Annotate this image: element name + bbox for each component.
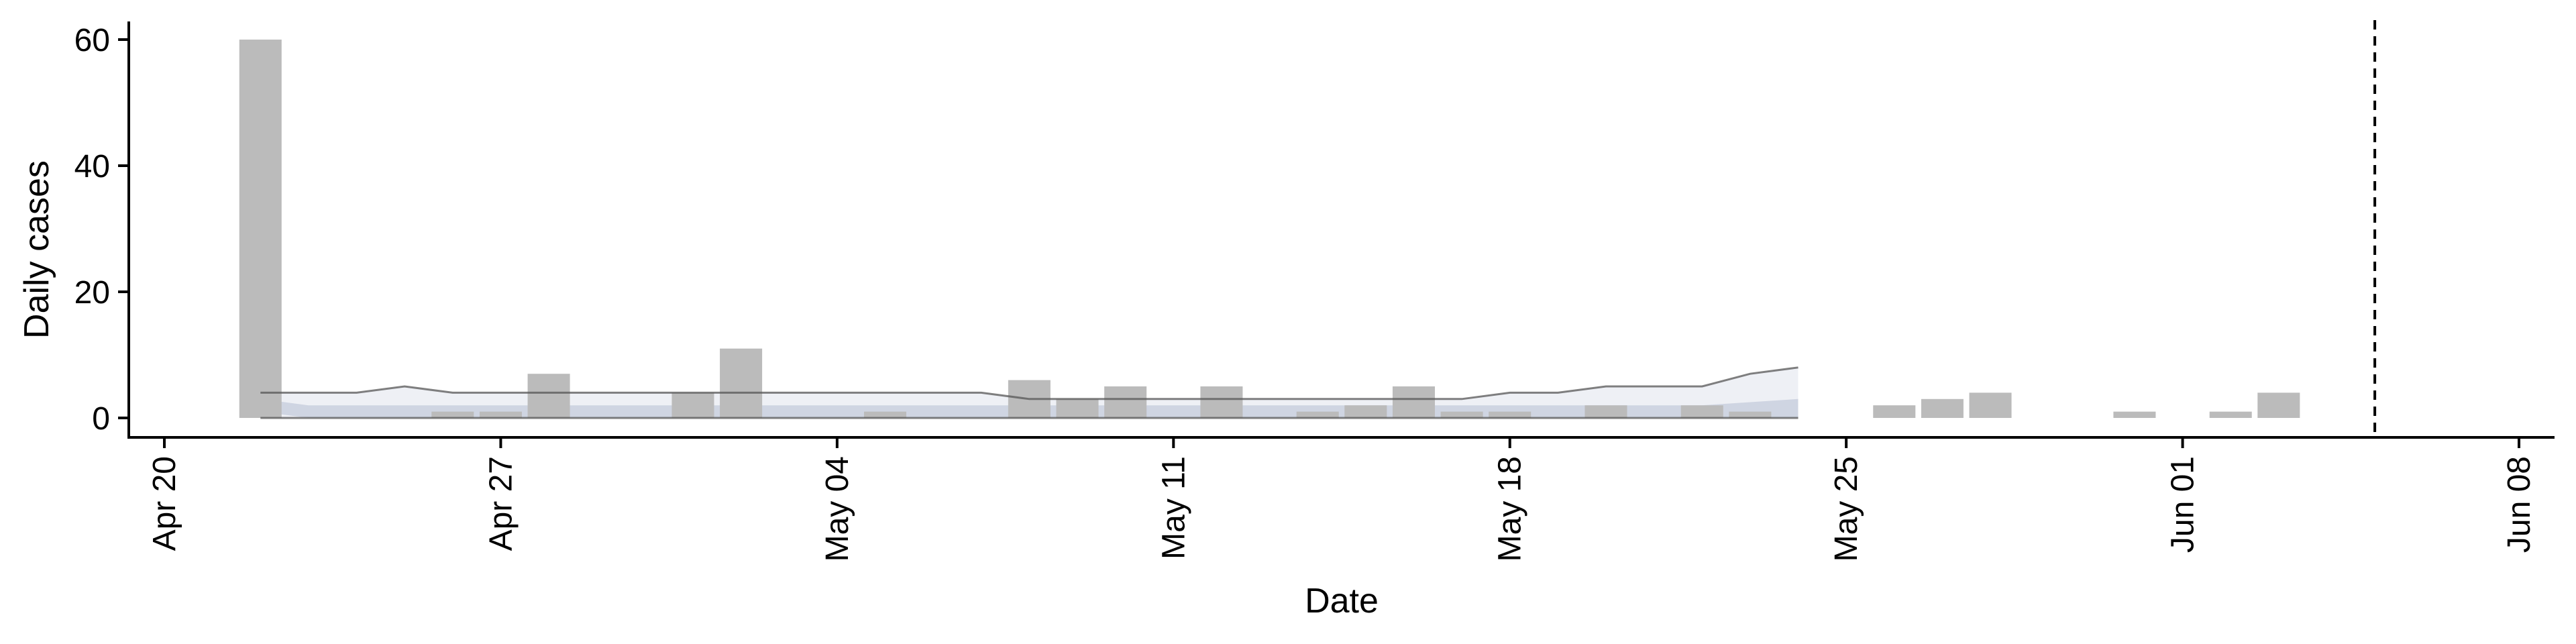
bar: [1344, 405, 1387, 418]
y-tick-label: 20: [74, 275, 110, 311]
bar: [2209, 411, 2252, 418]
y-tick-label: 0: [92, 401, 110, 437]
bar: [1873, 405, 1916, 418]
x-axis-label: Date: [1305, 582, 1379, 621]
x-tick-label: May 11: [1156, 456, 1191, 559]
y-tick-label: 40: [74, 149, 110, 184]
upper-interval-line: [260, 366, 1799, 400]
x-tick-label: Apr 20: [147, 456, 182, 551]
x-tick-label: May 25: [1829, 456, 1864, 561]
bar: [720, 348, 763, 418]
bar: [431, 411, 474, 418]
x-ticks: Apr 20 Apr 27 May 04 May 11 May 18 May 25 Jun …: [147, 437, 2537, 561]
bar: [1440, 411, 1483, 418]
y-ticks: 0 20 40 60: [74, 23, 129, 437]
bar: [1104, 386, 1147, 418]
bar: [672, 392, 714, 418]
bar: [1489, 411, 1532, 418]
bar: [1680, 405, 1723, 418]
bar: [863, 411, 907, 418]
bar: [1921, 398, 1964, 418]
x-tick-label: May 04: [820, 456, 855, 561]
axes: [127, 21, 2555, 439]
bars: [239, 40, 2300, 418]
x-tick-label: Jun 08: [2502, 456, 2537, 553]
bar: [1585, 405, 1627, 418]
bar: [1729, 411, 1772, 418]
bar: [1056, 398, 1099, 418]
x-tick-label: Apr 27: [483, 456, 519, 551]
interval-lines: [260, 366, 1799, 419]
y-axis-label: Daily cases: [17, 160, 56, 339]
bar: [479, 411, 522, 418]
x-tick-label: May 18: [1493, 456, 1528, 561]
bar: [2257, 392, 2300, 418]
bar: [1969, 392, 2012, 418]
bar: [239, 40, 282, 418]
bar: [1200, 386, 1243, 418]
x-tick-label: Jun 01: [2165, 456, 2201, 553]
bar: [1392, 386, 1435, 418]
y-tick-label: 60: [74, 23, 110, 58]
bar: [1296, 411, 1339, 418]
bar: [527, 374, 570, 418]
bar: [2113, 411, 2156, 418]
